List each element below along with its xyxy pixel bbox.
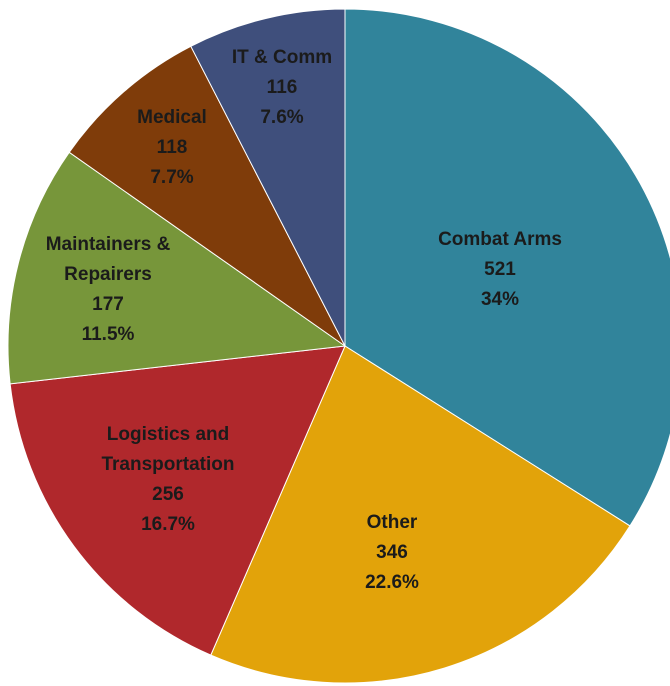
pie-slice (9, 345, 346, 656)
value-label: 118 (156, 137, 188, 158)
category-label: Other (366, 512, 418, 533)
category-label: Combat Arms (438, 229, 562, 250)
percent-label: 7.7% (150, 167, 194, 188)
slice-label: Other 346 22.6% (302, 508, 482, 598)
percent-label: 22.6% (365, 572, 419, 593)
value-label: 521 (484, 259, 516, 280)
pie-slice (210, 345, 631, 684)
category-label: Logistics and Transportation (101, 424, 235, 475)
slice-label: Logistics and Transportation 256 16.7% (78, 420, 258, 540)
value-label: 256 (152, 484, 184, 505)
pie-slice (344, 8, 670, 527)
category-label: IT & Comm (231, 47, 333, 68)
percent-label: 11.5% (81, 324, 135, 345)
pie-slice (7, 151, 347, 385)
category-label: Medical (137, 107, 207, 128)
category-label: Maintainers & Repairers (45, 234, 171, 285)
value-label: 116 (266, 77, 298, 98)
pie-slice (68, 45, 346, 347)
value-label: 346 (376, 542, 408, 563)
percent-label: 16.7% (141, 514, 195, 535)
slice-label: Medical 118 7.7% (82, 103, 262, 193)
slice-label: Combat Arms 521 34% (410, 225, 590, 315)
percent-label: 34% (480, 289, 520, 310)
percent-label: 7.6% (260, 107, 304, 128)
pie-slice (190, 8, 346, 347)
slice-label: Maintainers & Repairers 177 11.5% (18, 230, 198, 350)
value-label: 177 (92, 294, 124, 315)
slice-label: IT & Comm 116 7.6% (192, 43, 372, 133)
